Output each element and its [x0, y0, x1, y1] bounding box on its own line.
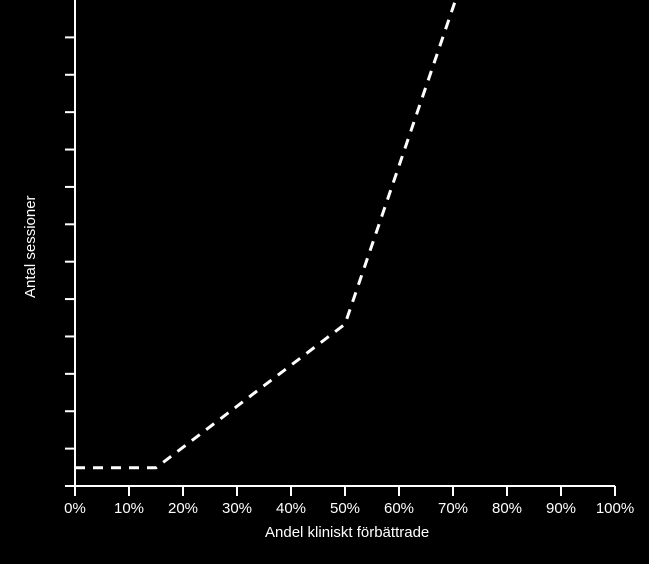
x-tick-label: 80%	[492, 500, 522, 517]
x-axis-label: Andel kliniskt förbättrade	[265, 524, 429, 541]
x-tick-label: 30%	[222, 500, 252, 517]
chart-svg	[0, 0, 649, 564]
y-axis-label: Antal sessioner	[22, 195, 39, 298]
x-tick-label: 50%	[330, 500, 360, 517]
x-tick-label: 40%	[276, 500, 306, 517]
line-chart: Antal sessioner Andel kliniskt förbättra…	[0, 0, 649, 564]
x-tick-label: 0%	[64, 500, 86, 517]
x-tick-label: 90%	[546, 500, 576, 517]
x-tick-label: 70%	[438, 500, 468, 517]
x-tick-label: 20%	[168, 500, 198, 517]
x-tick-label: 100%	[596, 500, 634, 517]
data-series	[75, 0, 469, 468]
x-tick-label: 10%	[114, 500, 144, 517]
x-tick-label: 60%	[384, 500, 414, 517]
